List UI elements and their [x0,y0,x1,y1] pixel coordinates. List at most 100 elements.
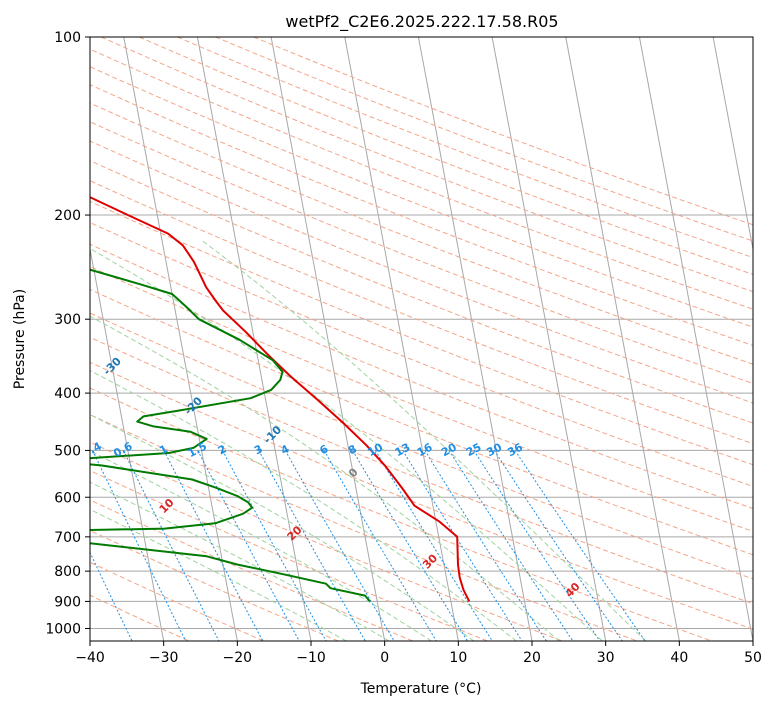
isotherm-line [417,37,533,641]
dry-adiabat-label: 10 [157,496,177,516]
isotherm-line [491,37,607,641]
dry-adiabat-line [90,102,753,365]
dry-adiabat-line [90,140,753,404]
dry-adiabat-line [90,414,638,641]
mixing-ratio-line [122,450,220,641]
mixing-ratio-line [448,450,574,641]
y-axis-label: Pressure (hPa) [12,289,28,389]
isotherm-line [90,246,165,641]
x-axis-label: Temperature (°C) [360,681,482,697]
dry-adiabat-line [90,221,753,487]
x-tick-label: 30 [597,650,615,666]
y-tick-label: 300 [54,312,81,328]
mixing-ratio-line [493,450,623,641]
isotherm-label: 0 [346,465,361,480]
mixing-ratio-label: 1.5 [186,440,209,461]
dry-adiabat-line [90,180,753,445]
x-axis-ticks: −40 −30 −20 −10 0 10 20 30 40 50 [75,641,762,666]
dry-adiabat-line [90,499,414,641]
dry-adiabat-line [90,48,753,310]
dry-adiabat-line [90,66,753,328]
x-tick-label: 10 [449,650,467,666]
mixing-ratio-line [92,450,187,641]
dry-adiabat-line [90,312,753,580]
isotherm-line [270,37,386,641]
chart-title: wetPf2_C2E6.2025.222.17.58.R05 [285,12,558,32]
mixing-ratio-label: 0.2 [30,440,53,461]
dry-adiabat-label: 20 [285,523,305,543]
y-tick-label: 900 [54,594,81,610]
mixing-ratio-line [258,450,366,641]
moist-adiabat-line [90,315,560,641]
y-tick-label: 800 [54,564,81,580]
mixing-ratio-label: 3 [252,442,265,457]
x-tick-label: −10 [296,650,326,666]
x-tick-label: 50 [744,650,762,666]
dry-adiabat-line [253,37,753,226]
mixing-ratio-label: 13 [393,441,413,460]
dry-adiabat-line [90,361,753,630]
background-lines [90,37,753,641]
mixing-ratio-line [323,450,437,641]
dry-adiabat-line [177,37,753,259]
y-tick-label: 400 [54,386,81,402]
moist-adiabat-line [90,369,517,641]
y-tick-label: 200 [54,208,81,224]
dry-adiabat-line [90,530,339,641]
dry-adiabat-line [90,84,753,347]
x-tick-label: −20 [223,650,253,666]
mixing-ratio-line [402,450,523,641]
isotherm-line [123,37,238,641]
mixing-ratio-line [284,450,395,641]
mixing-ratio-line [374,450,493,641]
dry-adiabat-line [90,243,753,510]
mixing-ratio-label: 16 [415,440,435,459]
mixing-ratio-label: 30 [485,440,505,459]
dry-adiabat-line [90,441,563,641]
temperature-line [90,196,471,602]
mixing-ratio-line [197,450,300,641]
isotherm-label: -30 [101,355,124,378]
dry-adiabat-line [215,37,753,242]
dry-adiabat-label: 40 [563,580,583,600]
isotherm-line [344,37,459,641]
isotherm-label: -10 [261,423,284,446]
mixing-ratio-label: 2 [216,442,229,457]
y-tick-label: 100 [54,30,81,46]
dry-adiabat-line [90,336,753,605]
dry-adiabat-line [90,387,712,641]
mixing-ratio-line [222,450,327,641]
x-tick-label: 20 [523,650,541,666]
y-axis-ticks: 100 200 300 400 500 600 700 800 900 1000 [45,30,90,637]
y-tick-label: 500 [54,443,81,459]
x-tick-label: −40 [75,650,105,666]
dry-adiabat-line [90,288,753,556]
moist-adiabat-line [90,508,347,641]
mixing-ratio-line [424,450,547,641]
y-tick-label: 700 [54,530,81,546]
mixing-ratio-label: 0.1 [0,440,7,461]
y-tick-label: 1000 [45,621,81,637]
mixing-ratio-line [352,450,468,641]
series-layer [90,196,471,603]
mixing-ratio-line [90,551,133,641]
moist-adiabat-line [90,481,390,641]
mixing-ratio-label: 8 [346,442,359,457]
mixing-ratio-label: 20 [439,440,459,459]
x-tick-label: 40 [670,650,688,666]
mixing-ratio-label: 0.6 [111,439,135,460]
mixing-ratio-line [163,450,264,641]
plot-frame [89,36,754,642]
dewpoint-line [90,268,371,603]
y-tick-label: 600 [54,490,81,506]
mixing-ratio-label: 25 [464,441,484,460]
dry-adiabat-line [90,265,753,532]
isotherm-label: -20 [182,394,205,417]
mixing-ratio-label: 10 [365,440,385,459]
isotherm-line [638,37,753,641]
mixing-ratio-line [473,450,601,641]
mixing-ratio-label: 4 [279,442,292,457]
dry-adiabat-line [90,200,753,466]
x-tick-label: −30 [149,650,179,666]
